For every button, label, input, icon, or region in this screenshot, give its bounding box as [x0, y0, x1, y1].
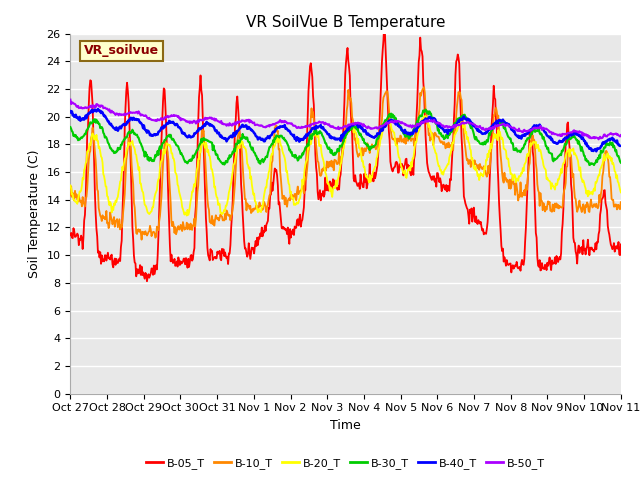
- Legend: B-05_T, B-10_T, B-20_T, B-30_T, B-40_T, B-50_T: B-05_T, B-10_T, B-20_T, B-30_T, B-40_T, …: [141, 453, 550, 473]
- Y-axis label: Soil Temperature (C): Soil Temperature (C): [28, 149, 41, 278]
- Text: VR_soilvue: VR_soilvue: [84, 44, 159, 58]
- Title: VR SoilVue B Temperature: VR SoilVue B Temperature: [246, 15, 445, 30]
- X-axis label: Time: Time: [330, 419, 361, 432]
